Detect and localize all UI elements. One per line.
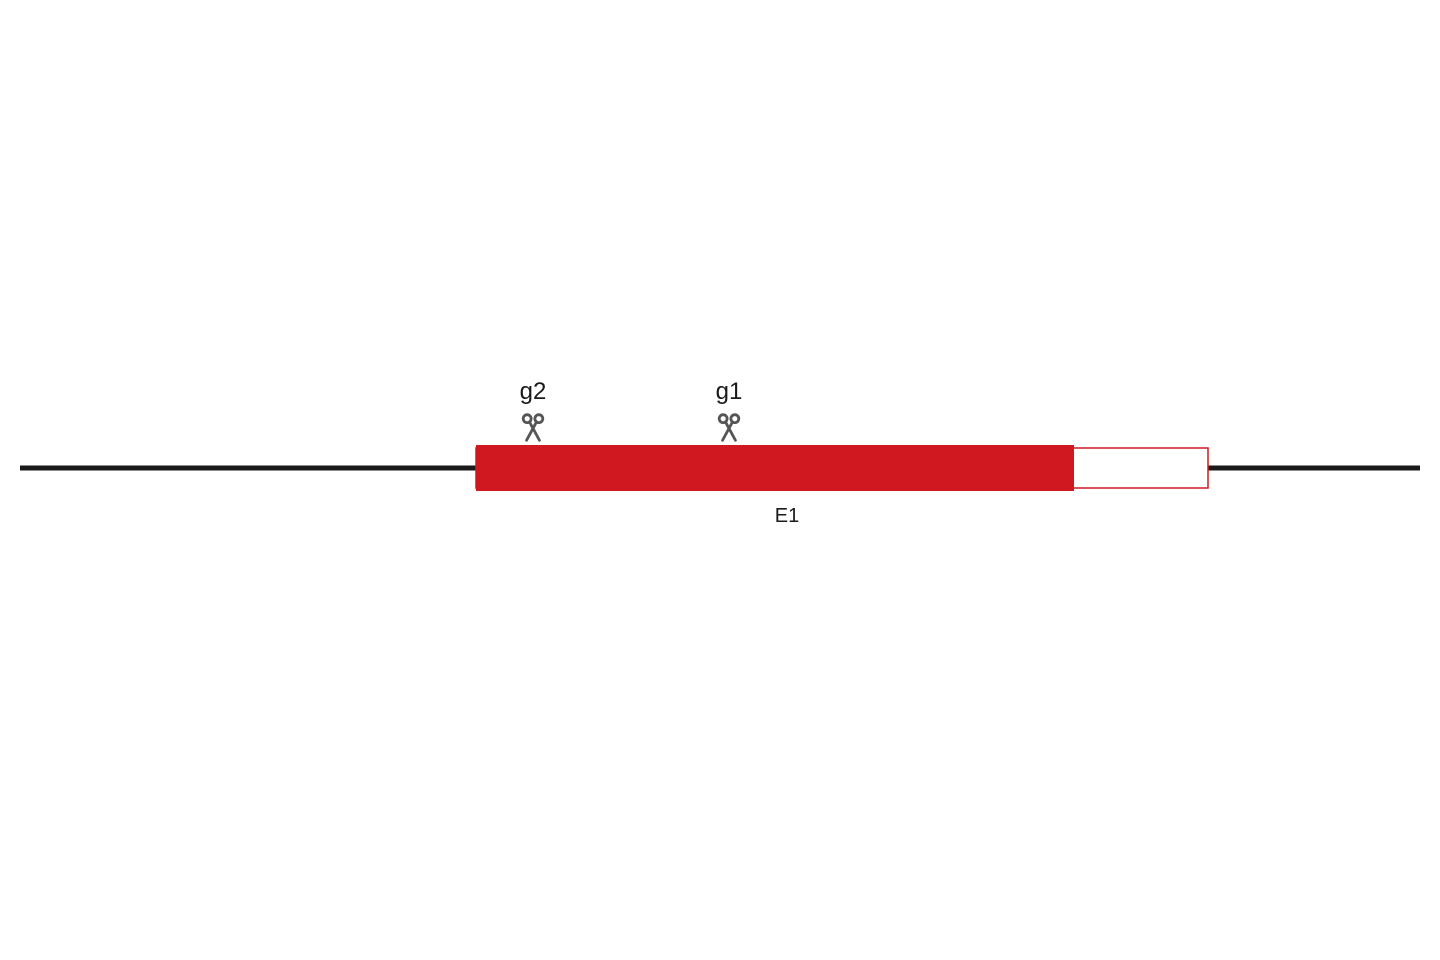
gene-diagram: E1 g2 g1 (0, 0, 1440, 960)
scissors-icon (523, 415, 543, 441)
exon-label: E1 (775, 505, 799, 527)
guide-label-g2: g2 (520, 378, 547, 405)
scissors-icon (719, 415, 739, 441)
exon-filled-region (476, 445, 1074, 491)
guide-label-g1: g1 (716, 378, 743, 405)
